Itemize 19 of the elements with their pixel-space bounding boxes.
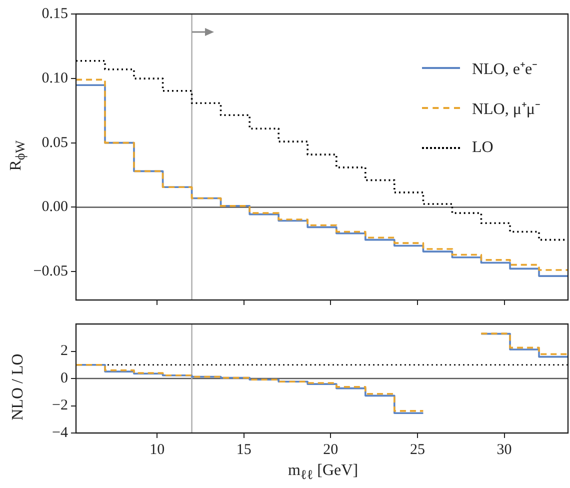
- legend-label: LO: [472, 139, 494, 157]
- x-tick-label: 30: [496, 442, 512, 458]
- x-axis-title: m$_{ℓℓ}$ [GeV]: [286, 462, 360, 484]
- y-tick-label: −0.05: [33, 264, 68, 280]
- y-tick-label: −4: [52, 424, 68, 441]
- y-tick-label: 2: [60, 343, 68, 360]
- y-tick-label: −2: [52, 398, 68, 414]
- y-tick-label: 0.05: [42, 134, 68, 151]
- x-tick-label: 10: [150, 442, 165, 458]
- y-tick-label: 0: [60, 370, 68, 386]
- x-tick-label: 20: [323, 442, 338, 458]
- legend-label: NLO, e⁺e⁻: [472, 60, 538, 79]
- x-tick-label: 25: [410, 442, 425, 458]
- x-tick-label: 15: [236, 442, 252, 458]
- legend-label: NLO, μ⁺μ⁻: [472, 100, 540, 119]
- y-tick-label: 0.15: [42, 6, 68, 22]
- y-tick-label: 0.00: [42, 199, 68, 216]
- y-axis-title: NLO / LO: [9, 354, 27, 420]
- y-tick-label: 0.10: [42, 70, 68, 86]
